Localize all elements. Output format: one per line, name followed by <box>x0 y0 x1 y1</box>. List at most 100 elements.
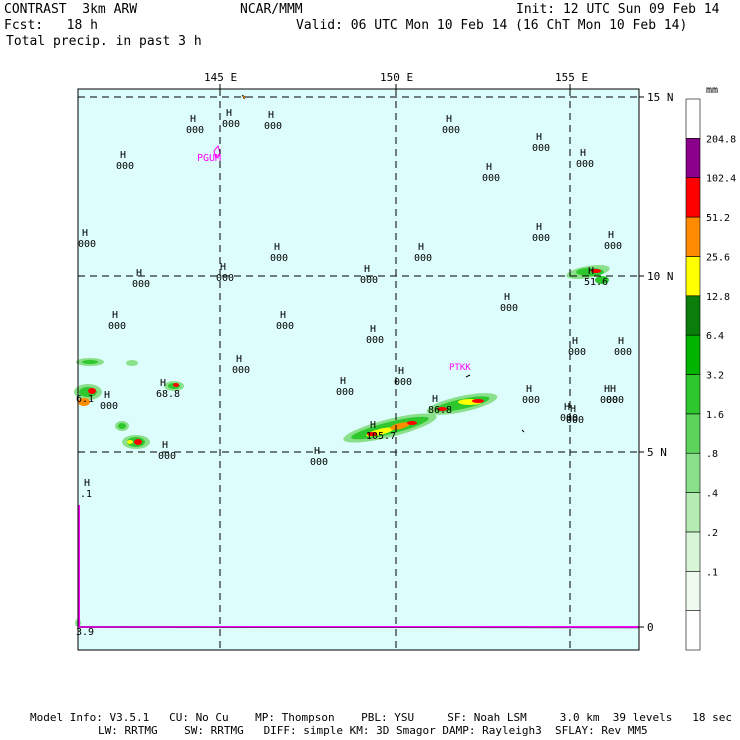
high-marker: H68.8 <box>156 378 180 400</box>
high-marker-value: 000 <box>158 451 176 462</box>
colorbar-swatch <box>685 452 701 493</box>
high-marker-symbol: H <box>84 478 90 489</box>
high-marker-symbol: H <box>504 292 510 303</box>
high-marker-value: 000 <box>222 119 240 130</box>
high-marker: H51.6 <box>584 266 608 288</box>
valid-time: Valid: 06 UTC Mon 10 Feb 14 (16 ChT Mon … <box>296 18 688 33</box>
high-marker-value: 000 <box>522 395 540 406</box>
high-marker-value: 51.6 <box>584 277 608 288</box>
high-marker-value: 000 <box>560 413 578 424</box>
colorbar-swatch <box>685 492 701 533</box>
high-marker-symbol: H <box>162 440 168 451</box>
colorbar-swatch <box>685 413 701 454</box>
map-background <box>78 89 639 650</box>
high-marker-value: 000 <box>482 173 500 184</box>
high-marker-value: 000 <box>442 125 460 136</box>
colorbar-tick-label: .1 <box>706 567 718 578</box>
boundary-lines <box>78 505 640 629</box>
high-marker-value: 000 <box>100 401 118 412</box>
high-marker-value: 000 <box>232 365 250 376</box>
high-marker-symbol: H <box>280 310 286 321</box>
colorbar-ticks: 204.8 102.4 51.2 25.6 12.8 6.4 3.2 1.6 .8 .4 .2 .1 <box>706 134 736 578</box>
colorbar-tick-label: 204.8 <box>706 134 736 145</box>
colorbar-swatch <box>685 531 701 572</box>
high-marker-symbol: H <box>370 420 376 431</box>
colorbar-tick-label: 6.4 <box>706 331 724 342</box>
colorbar-swatch <box>685 374 701 415</box>
init-time: Init: 12 UTC Sun 09 Feb 14 <box>516 2 720 17</box>
center-title: NCAR/MMM <box>240 2 303 17</box>
high-marker-value: 000 <box>132 279 150 290</box>
high-marker-symbol: H <box>618 336 624 347</box>
high-marker-symbol: H <box>236 354 242 365</box>
color-bar <box>685 98 701 651</box>
colorbar-swatch <box>685 177 701 218</box>
high-marker-symbol: H <box>364 264 370 275</box>
high-marker-symbol: H <box>580 148 586 159</box>
high-marker-symbol: H <box>190 114 196 125</box>
lon-label-145: 145 E <box>204 71 237 84</box>
high-marker-symbol: H <box>446 114 452 125</box>
high-marker-value: 68.8 <box>156 389 180 400</box>
high-marker-symbol: H <box>274 242 280 253</box>
high-marker-value: 000 <box>216 273 234 284</box>
high-marker-symbol: H <box>536 132 542 143</box>
edge-label-west: 6.1 <box>76 394 94 405</box>
high-marker-symbol: H <box>526 384 532 395</box>
high-marker-value: 000 <box>532 233 550 244</box>
lon-label-150: 150 E <box>380 71 413 84</box>
lat-label-0: 0 <box>647 621 654 634</box>
high-marker-symbol: H <box>314 446 320 457</box>
colorbar-tick-label: 25.6 <box>706 252 730 263</box>
high-marker-symbol: H <box>608 230 614 241</box>
high-marker-symbol: H <box>112 310 118 321</box>
footer-line-2: LW: RRTMG SW: RRTMG DIFF: simple KM: 3D … <box>98 724 648 737</box>
colorbar-swatch <box>685 138 701 179</box>
high-marker-symbol: H <box>570 404 576 415</box>
colorbar-tick-label: .8 <box>706 449 718 460</box>
lat-label-10: 10 N <box>647 270 674 283</box>
high-marker-value: 000 <box>276 321 294 332</box>
model-title: CONTRAST 3km ARW <box>4 2 138 17</box>
high-marker: H.1 <box>80 478 92 500</box>
footer-line-1: Model Info: V3.5.1 CU: No Cu MP: Thompso… <box>30 711 732 724</box>
high-marker-value: 000 <box>394 377 412 388</box>
high-marker-value: 000 <box>186 125 204 136</box>
high-marker-value: 000 <box>264 121 282 132</box>
high-marker-value: 000 <box>606 395 624 406</box>
high-marker-symbol: H <box>610 384 616 395</box>
high-marker-value: 105.7 <box>366 431 396 442</box>
high-marker-symbol: H <box>398 366 404 377</box>
station-label-pgum: PGUM <box>197 153 221 164</box>
colorbar-tick-label: 102.4 <box>706 174 736 185</box>
high-marker: H86.8 <box>428 394 452 416</box>
edge-label-south: 3.9 <box>76 627 94 638</box>
colorbar-tick-label: .2 <box>706 528 718 539</box>
high-marker-symbol: H <box>432 394 438 405</box>
high-marker-value: 000 <box>600 395 618 406</box>
high-marker-value: 000 <box>108 321 126 332</box>
high-marker-symbol: H <box>588 266 594 277</box>
high-marker-value: 000 <box>614 347 632 358</box>
high-marker-symbol: H <box>418 242 424 253</box>
